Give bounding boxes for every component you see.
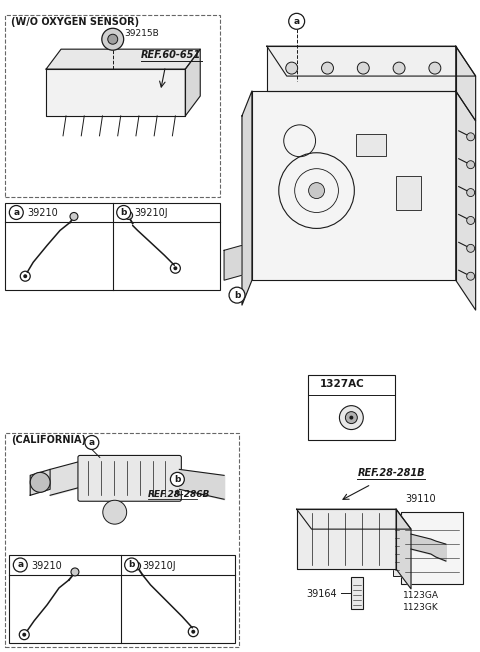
Polygon shape [46, 69, 185, 116]
Circle shape [467, 216, 475, 224]
Polygon shape [456, 46, 476, 121]
Circle shape [132, 562, 141, 570]
Text: a: a [17, 561, 24, 569]
Circle shape [70, 213, 78, 220]
Circle shape [102, 28, 124, 50]
Bar [308, 375, 395, 439]
Polygon shape [185, 49, 200, 116]
Circle shape [339, 406, 363, 430]
Polygon shape [46, 49, 200, 69]
Bar [5, 16, 220, 196]
Text: a: a [13, 208, 19, 217]
Polygon shape [242, 91, 252, 305]
Bar [56, 87, 175, 109]
Text: 39210: 39210 [27, 209, 58, 218]
Circle shape [357, 62, 369, 74]
Circle shape [346, 411, 357, 424]
Bar [351, 577, 363, 609]
Circle shape [30, 472, 50, 492]
Text: REF.60-651: REF.60-651 [141, 50, 201, 60]
Circle shape [125, 558, 139, 572]
Circle shape [125, 211, 132, 220]
Circle shape [9, 205, 23, 220]
Circle shape [23, 274, 27, 278]
Text: 1123GA: 1123GA [403, 591, 439, 600]
Text: 39210J: 39210J [143, 561, 176, 571]
FancyBboxPatch shape [78, 456, 181, 501]
Polygon shape [252, 91, 456, 280]
Text: a: a [89, 438, 95, 447]
Bar [9, 555, 235, 643]
Polygon shape [267, 46, 476, 76]
Circle shape [71, 568, 79, 576]
Circle shape [229, 287, 245, 303]
Circle shape [309, 183, 324, 199]
Circle shape [117, 205, 131, 220]
Polygon shape [267, 46, 456, 91]
Circle shape [170, 472, 184, 486]
Polygon shape [456, 91, 476, 310]
Circle shape [467, 188, 475, 196]
Circle shape [103, 500, 127, 524]
Text: b: b [120, 208, 127, 217]
Text: REF.28-281B: REF.28-281B [357, 468, 425, 479]
Bar [5, 203, 220, 290]
Circle shape [108, 35, 118, 44]
Circle shape [173, 266, 178, 270]
Circle shape [467, 160, 475, 169]
Bar [5, 432, 239, 647]
Circle shape [192, 630, 195, 634]
Circle shape [467, 273, 475, 280]
Bar [401, 512, 463, 584]
Circle shape [393, 62, 405, 74]
Text: 1327AC: 1327AC [320, 379, 364, 389]
Bar [393, 520, 403, 576]
Polygon shape [224, 245, 242, 280]
Circle shape [288, 13, 305, 29]
Text: a: a [294, 17, 300, 26]
Circle shape [22, 632, 26, 636]
Bar [356, 134, 386, 156]
Circle shape [467, 244, 475, 252]
Text: (CALIFORNIA): (CALIFORNIA) [12, 434, 86, 445]
Polygon shape [297, 509, 396, 569]
Text: (W/O OXYGEN SENSOR): (W/O OXYGEN SENSOR) [12, 18, 140, 27]
Circle shape [429, 62, 441, 74]
Text: b: b [129, 561, 135, 569]
Circle shape [322, 62, 334, 74]
Bar [396, 175, 421, 211]
Text: 39215B: 39215B [125, 29, 159, 38]
Text: 39210J: 39210J [134, 209, 168, 218]
Circle shape [286, 62, 298, 74]
Text: b: b [174, 475, 180, 484]
Circle shape [85, 436, 99, 449]
Text: 39110: 39110 [405, 494, 436, 504]
Text: 1123GK: 1123GK [403, 603, 439, 612]
Bar [51, 64, 69, 76]
Text: 39164: 39164 [307, 589, 337, 599]
Text: b: b [234, 291, 240, 300]
Circle shape [349, 415, 353, 420]
Circle shape [13, 558, 27, 572]
Text: 39210: 39210 [31, 561, 62, 571]
Polygon shape [396, 509, 411, 589]
Polygon shape [30, 469, 50, 496]
Circle shape [467, 133, 475, 141]
Text: REF.28-286B: REF.28-286B [147, 490, 210, 499]
Polygon shape [297, 509, 411, 529]
